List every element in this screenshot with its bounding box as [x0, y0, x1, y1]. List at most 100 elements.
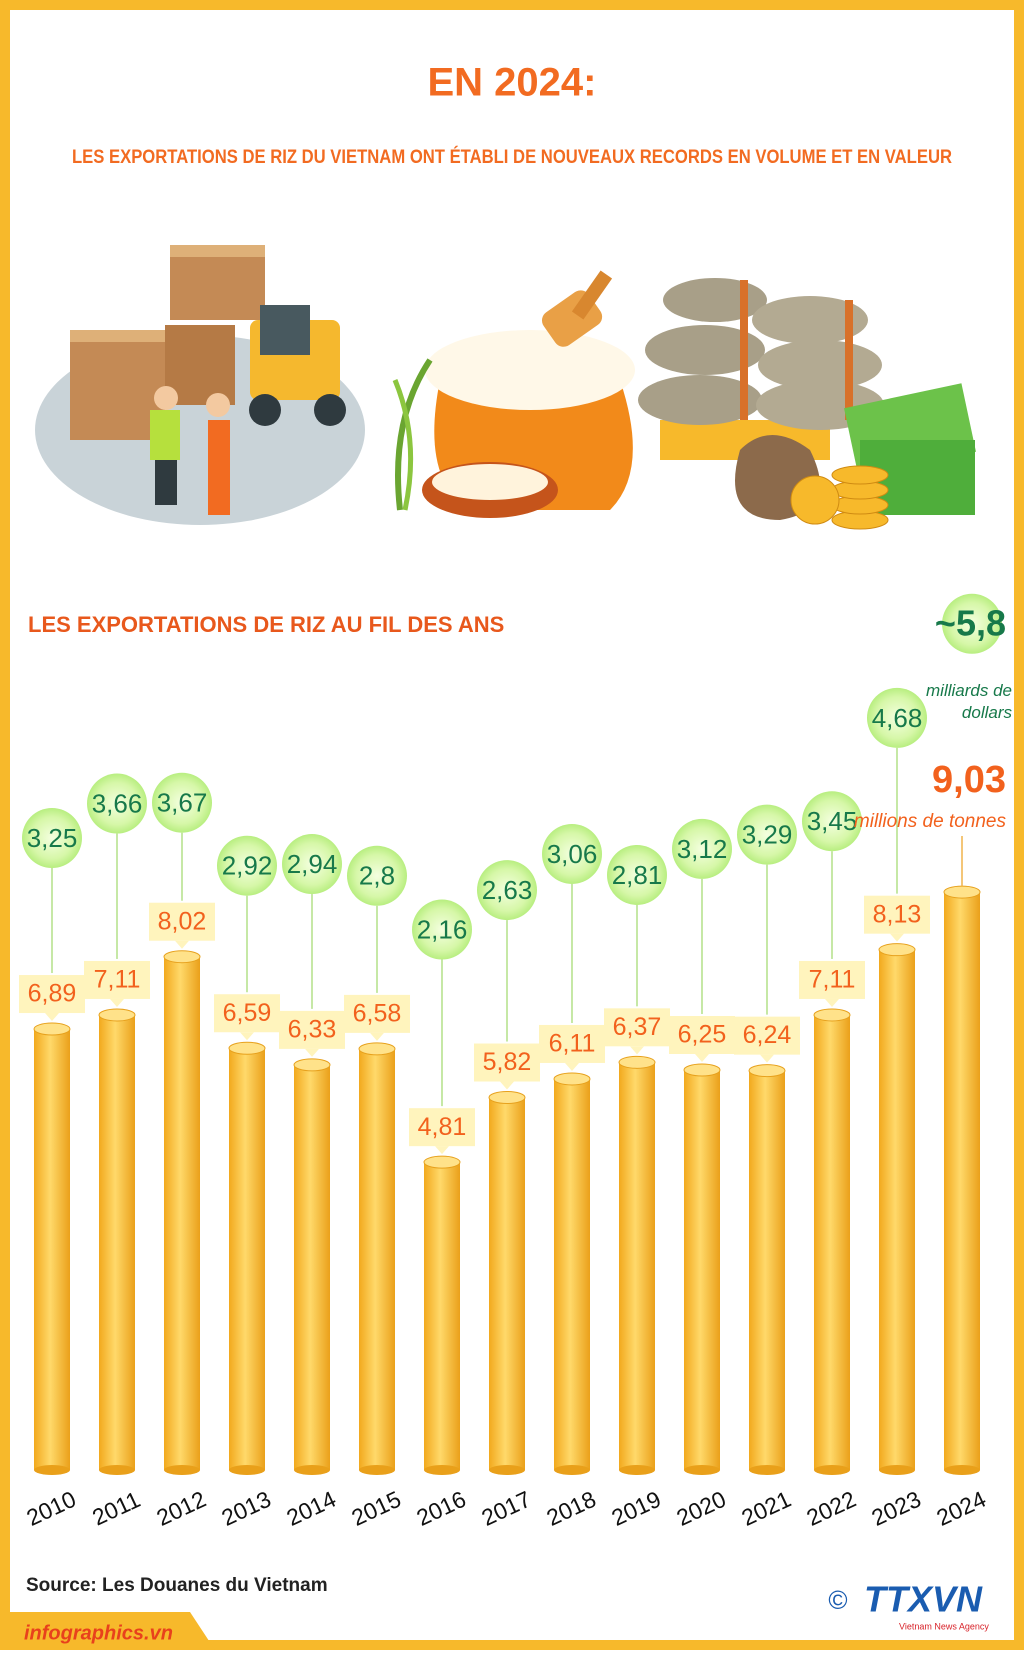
label-pointer: [890, 933, 904, 942]
x-tick-label: 2018: [543, 1486, 600, 1531]
bubble: [942, 593, 1002, 654]
value-label: 6,37: [613, 1013, 662, 1041]
unit-label-box: milliards de dollars: [926, 681, 1012, 722]
bar: [424, 1162, 460, 1470]
x-tick-label: 2016: [413, 1486, 470, 1531]
value-label: 8,13: [873, 900, 922, 928]
x-tick-label: 2014: [283, 1486, 341, 1531]
bubble: [802, 791, 862, 852]
bar: [944, 892, 980, 1470]
value-label: 2,63: [482, 875, 533, 905]
bubble: [477, 860, 537, 921]
value-label: 6,24: [743, 1021, 792, 1049]
bubble: [217, 835, 277, 896]
bar-foot: [554, 1465, 590, 1475]
value-label: 8,02: [158, 907, 207, 935]
label-box: [604, 1008, 670, 1047]
bar: [554, 1078, 590, 1470]
bar-cap: [943, 885, 981, 899]
bubble: [672, 818, 732, 879]
bubble: [347, 845, 407, 906]
x-tick-label: 2010: [23, 1486, 80, 1531]
bar: [34, 1029, 70, 1470]
illustration-warehouse: [35, 245, 365, 525]
bubble: [87, 773, 147, 834]
title: EN 2024:: [428, 61, 597, 105]
bubble: [412, 899, 472, 960]
value-label: 9,03: [932, 759, 1006, 801]
illustration-money: [638, 278, 976, 530]
bar-cap: [813, 1008, 851, 1022]
value-label: 3,45: [807, 806, 858, 836]
series-name: milliards de dollars: [926, 681, 1012, 722]
bar: [814, 1014, 850, 1470]
chart-title: LES EXPORTATIONS DE RIZ AU FIL DES ANS: [28, 612, 504, 637]
bar-foot: [944, 1465, 980, 1475]
label-box: [84, 960, 150, 999]
bar-cap: [618, 1055, 656, 1069]
bar: [99, 1014, 135, 1470]
plot: 6,89 3,25 2010 7,11 3,66 2011 8,02 3,67 2012 6,59…: [19, 593, 1006, 1531]
bar-foot: [294, 1465, 330, 1475]
value-label: 4,68: [872, 703, 923, 733]
label-box: [669, 1016, 735, 1054]
value-label: 6,59: [223, 999, 272, 1027]
series-name: millions de tonnes: [854, 811, 1007, 832]
logo: TTXVN: [864, 1579, 983, 1620]
bar-foot: [229, 1465, 265, 1475]
label-pointer: [825, 998, 839, 1007]
bar-foot: [489, 1465, 525, 1475]
x-tick-label: 2012: [153, 1486, 210, 1531]
bubble: [22, 808, 82, 868]
value-label: 2,16: [417, 914, 468, 944]
bar-foot: [619, 1465, 655, 1475]
label-pointer: [370, 1032, 384, 1041]
bar-foot: [359, 1465, 395, 1475]
x-tick-label: 2022: [803, 1486, 860, 1531]
bar-foot: [814, 1465, 850, 1475]
subtitle: LES EXPORTATIONS DE RIZ DU VIETNAM ONT É…: [72, 146, 952, 168]
value-label: 2,94: [287, 849, 338, 879]
bar: [749, 1070, 785, 1470]
label-box: [214, 994, 280, 1033]
illustration-rice: [392, 270, 635, 518]
bar: [359, 1048, 395, 1470]
value-label: 3,67: [157, 788, 208, 818]
label-box: [799, 960, 865, 999]
label-pointer: [110, 998, 124, 1007]
bar-foot: [879, 1465, 915, 1475]
value-label: 6,25: [678, 1021, 727, 1049]
value-label: 3,29: [742, 820, 793, 850]
bar: [619, 1062, 655, 1470]
value-label: 7,11: [809, 966, 856, 994]
copyright: ©: [828, 1585, 847, 1615]
value-label: 2,8: [359, 861, 395, 891]
bar-cap: [33, 1022, 71, 1036]
label-pointer: [760, 1054, 774, 1063]
label-box: [864, 895, 930, 934]
bar-cap: [488, 1091, 526, 1105]
label-box: [409, 1108, 475, 1147]
bar-foot: [424, 1465, 460, 1475]
x-tick-label: 2023: [868, 1486, 925, 1531]
x-tick-label: 2024: [933, 1486, 991, 1531]
label-box: [734, 1016, 800, 1055]
footer-tab: [0, 1612, 215, 1650]
value-label: 3,25: [27, 823, 78, 853]
bar: [164, 956, 200, 1470]
label-box: [149, 902, 215, 941]
bar-cap: [878, 943, 916, 957]
value-label: 3,06: [547, 839, 598, 869]
value-label: 2,92: [222, 851, 273, 881]
bar: [879, 949, 915, 1470]
value-label: 6,89: [28, 980, 77, 1008]
bar-cap: [553, 1072, 591, 1086]
bar-cap: [358, 1042, 396, 1056]
x-tick-label: 2015: [348, 1486, 405, 1531]
label-box: [539, 1024, 605, 1063]
bubble: [867, 687, 927, 748]
x-tick-label: 2013: [218, 1486, 275, 1531]
bar-foot: [684, 1465, 720, 1475]
value-label: ~5,8: [935, 602, 1006, 643]
